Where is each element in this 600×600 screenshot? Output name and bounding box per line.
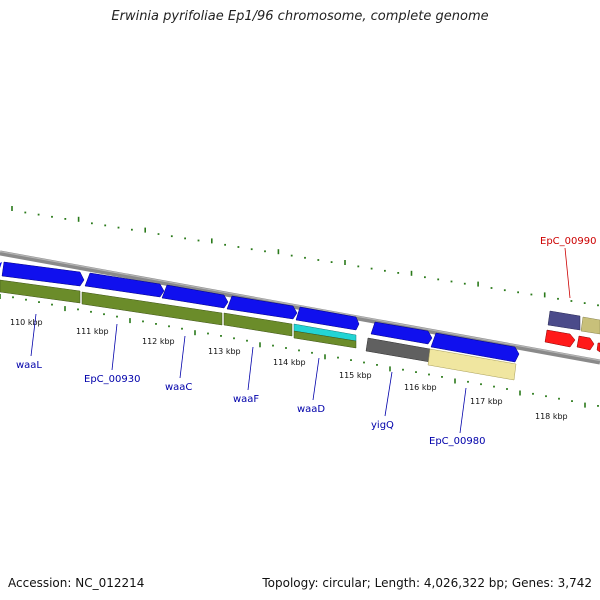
leader-waaC: [179, 335, 186, 379]
accession-text: Accession: NC_012214: [8, 576, 145, 590]
kbp-label: 114 kbp: [273, 358, 306, 367]
gene-label-EpC_00990[interactable]: EpC_00990: [540, 236, 596, 247]
gene-box-EpC_00990[interactable]: [547, 310, 581, 331]
gene-label-waaF[interactable]: waaF: [233, 394, 259, 405]
outer-tick-track: [11, 206, 599, 307]
leader-waaF: [247, 346, 254, 391]
gene-arrow-yigQ-region[interactable]: [370, 321, 433, 345]
gene-label-leaders: [30, 247, 571, 434]
gene-arrow-EpC_00930[interactable]: [84, 272, 165, 298]
kbp-label: 115 kbp: [339, 371, 372, 380]
leader-waaD: [312, 357, 320, 401]
leader-EpC_00980: [459, 387, 467, 434]
gene-arrow-waaC[interactable]: [161, 284, 229, 309]
kbp-label: 117 kbp: [470, 397, 503, 406]
leader-yigQ: [384, 371, 393, 417]
gene-bar-olive-4[interactable]: [293, 330, 357, 349]
leader-waaL: [30, 313, 37, 357]
gene-label-yigQ[interactable]: yigQ: [371, 420, 394, 431]
gene-label-waaL[interactable]: waaL: [16, 360, 42, 371]
kbp-scale-labels: 110 kbp 111 kbp 112 kbp 113 kbp 114 kbp …: [10, 318, 568, 421]
inner-tick-track: [0, 294, 599, 408]
gene-arrow[interactable]: [0, 262, 2, 268]
gene-arrow-red-3[interactable]: [596, 342, 600, 353]
topology-summary: Topology: circular; Length: 4,026,322 bp…: [262, 576, 592, 590]
kbp-label: 116 kbp: [404, 383, 437, 392]
gene-bar-olive-1[interactable]: [0, 279, 81, 304]
chromosome-backbone-highlight: [0, 250, 600, 362]
kbp-label: 111 kbp: [76, 327, 109, 336]
gene-bar-olive-2[interactable]: [81, 291, 223, 326]
gene-arrow-waaF[interactable]: [226, 295, 298, 320]
kbp-label: 112 kbp: [142, 337, 175, 346]
kbp-label: 110 kbp: [10, 318, 43, 327]
gene-label-EpC_00930[interactable]: EpC_00930: [84, 374, 140, 385]
forward-strand-genes: [0, 261, 600, 363]
reverse-strand-genes: [0, 279, 600, 381]
gene-label-EpC_00980[interactable]: EpC_00980: [429, 436, 485, 447]
kbp-label: 113 kbp: [208, 347, 241, 356]
gene-box-khaki-right[interactable]: [580, 316, 600, 335]
gene-labels: waaL EpC_00930 waaC waaF waaD yigQ EpC_0…: [16, 236, 596, 447]
gene-arrow-waaL-upstream[interactable]: [1, 261, 85, 287]
gene-arrow-red-1[interactable]: [544, 329, 576, 348]
leader-EpC_00930: [111, 323, 118, 371]
map-title: Erwinia pyrifoliae Ep1/96 chromosome, co…: [111, 9, 489, 24]
gene-label-waaD[interactable]: waaD: [297, 404, 325, 415]
gene-bar-olive-3[interactable]: [223, 312, 293, 337]
gene-arrow-EpC_00980[interactable]: [430, 332, 520, 363]
gene-arrow-waaD[interactable]: [295, 306, 360, 331]
gene-bar-khaki[interactable]: [427, 348, 517, 381]
gene-label-waaC[interactable]: waaC: [165, 382, 192, 393]
kbp-label: 118 kbp: [535, 412, 568, 421]
gene-arrow-red-2[interactable]: [576, 335, 595, 351]
leader-EpC_00990: [564, 247, 571, 299]
